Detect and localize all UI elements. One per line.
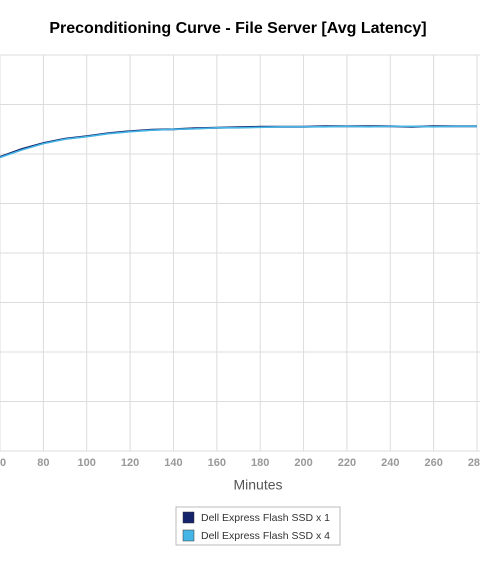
- chart-title: Preconditioning Curve - File Server [Avg…: [49, 20, 426, 37]
- legend: [175, 506, 341, 546]
- x-tick-label: 120: [121, 457, 139, 469]
- legend-swatch: [182, 529, 195, 542]
- legend-swatch: [182, 511, 195, 524]
- x-tick-label: 80: [37, 457, 49, 469]
- x-tick-label: 180: [251, 457, 269, 469]
- x-tick-label: 280: [468, 457, 480, 469]
- legend-label: Dell Express Flash SSD x 4: [201, 530, 330, 542]
- x-axis-label: Minutes: [233, 477, 282, 493]
- x-tick-label: 140: [164, 457, 182, 469]
- data-line: [0, 125, 477, 158]
- x-tick-label: 260: [424, 457, 442, 469]
- x-tick-label: 100: [78, 457, 96, 469]
- x-tick-label: 160: [208, 457, 226, 469]
- x-tick-label: 60: [0, 457, 6, 469]
- data-line: [0, 125, 477, 159]
- x-tick-label: 240: [381, 457, 399, 469]
- legend-label: Dell Express Flash SSD x 1: [201, 512, 330, 524]
- x-tick-label: 200: [294, 457, 312, 469]
- x-tick-label: 220: [338, 457, 356, 469]
